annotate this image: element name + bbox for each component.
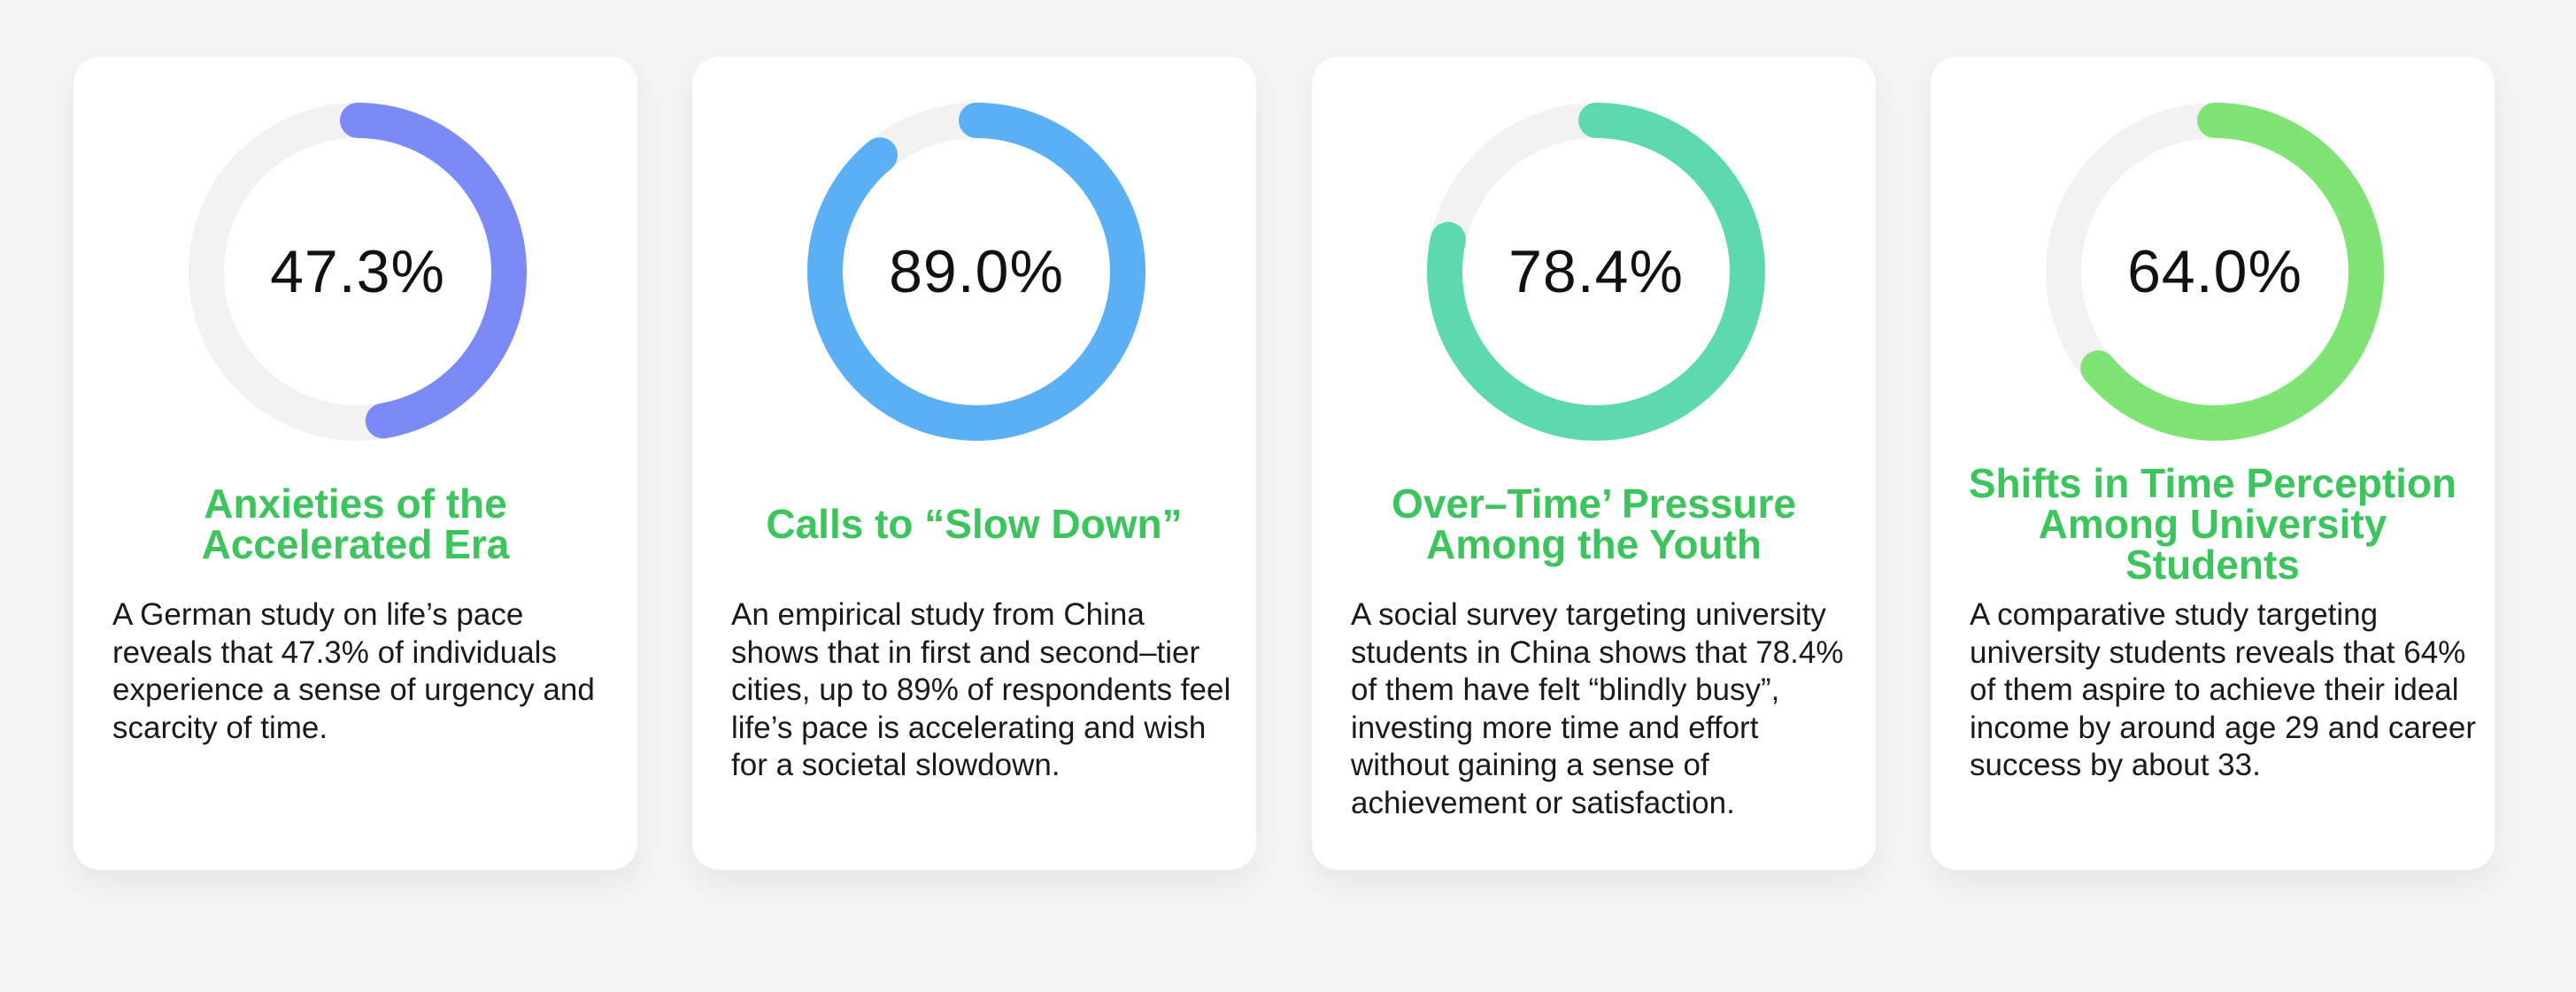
donut-chart: 47.3%	[185, 99, 530, 444]
donut-chart: 78.4%	[1423, 99, 1769, 444]
stat-card: 78.4% Over–Time’ Pressure Among the Yout…	[1312, 57, 1876, 870]
card-title: Shifts in Time Perception Among Universi…	[1968, 460, 2457, 588]
donut-svg	[2046, 103, 2384, 441]
donut-chart: 64.0%	[2042, 99, 2387, 444]
percentage-label: 64.0%	[2127, 238, 2302, 305]
card-description: A social survey targeting university stu…	[1351, 597, 1844, 820]
card-description: An empirical study from China shows that…	[731, 597, 1231, 782]
donut-arc	[1427, 103, 1765, 441]
donut-svg	[189, 103, 528, 441]
card-description: A German study on life’s pace reveals th…	[112, 597, 595, 745]
percentage-label: 47.3%	[270, 238, 445, 305]
donut-chart: 89.0%	[804, 99, 1149, 444]
donut-arc	[340, 103, 528, 439]
donut-svg	[1427, 103, 1765, 441]
stat-card: 47.3% Anxieties of the Accelerated Era A…	[73, 57, 637, 870]
card-title: Over–Time’ Pressure Among the Youth	[1392, 481, 1796, 567]
stat-card: 89.0% Calls to “Slow Down” An empirical …	[692, 57, 1256, 870]
card-title: Anxieties of the Accelerated Era	[201, 481, 510, 567]
percentage-label: 89.0%	[889, 238, 1064, 305]
donut-arc	[807, 103, 1145, 441]
card-description: A comparative study targeting university…	[1970, 597, 2477, 782]
card-title: Calls to “Slow Down”	[766, 501, 1183, 547]
donut-arc	[2080, 103, 2384, 441]
donut-svg	[807, 103, 1145, 441]
stat-card: 64.0% Shifts in Time Perception Among Un…	[1931, 57, 2495, 870]
percentage-label: 78.4%	[1508, 238, 1684, 305]
